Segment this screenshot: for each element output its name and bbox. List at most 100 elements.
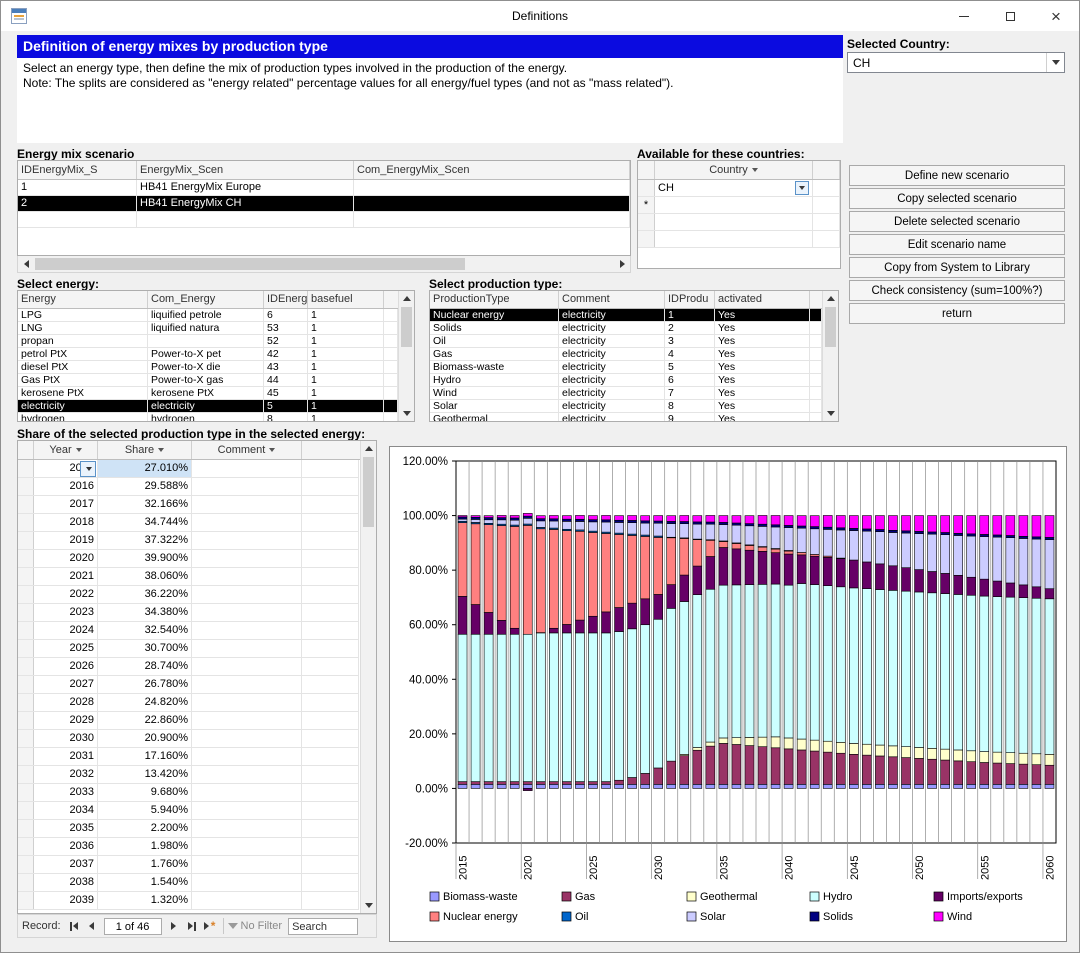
cell-comment[interactable] [354, 180, 630, 195]
search-input[interactable]: Search [288, 917, 359, 935]
check-consistency-button[interactable]: Check consistency (sum=100%?) [849, 280, 1065, 301]
share-row[interactable]: 2027 26.780% [18, 676, 359, 694]
cell-comment[interactable] [192, 694, 302, 711]
cell-comment[interactable] [192, 478, 302, 495]
row-selector[interactable] [18, 478, 34, 495]
share-row[interactable]: 2021 38.060% [18, 568, 359, 586]
cell-share[interactable]: 28.740% [98, 658, 192, 675]
sort-filter-icon[interactable] [158, 448, 165, 452]
scroll-up-icon[interactable] [361, 441, 376, 456]
cell-year[interactable]: 2033 [34, 784, 98, 801]
cell-year[interactable]: 2022 [34, 586, 98, 603]
share-row[interactable]: 2017 32.166% [18, 496, 359, 514]
column-header-com-energy[interactable]: Com_Energy [148, 291, 264, 308]
cell-year[interactable]: 2035 [34, 820, 98, 837]
column-header-basefuel[interactable]: basefuel [308, 291, 384, 308]
production-row[interactable]: Oil electricity 3 Yes [430, 335, 822, 348]
cell-id[interactable]: 2 [18, 196, 137, 211]
cell-share[interactable]: 39.900% [98, 550, 192, 567]
delete-selected-scenario-button[interactable]: Delete selected scenario [849, 211, 1065, 232]
cell-type[interactable]: Oil [430, 335, 559, 347]
cell-id[interactable]: 1 [18, 180, 137, 195]
row-selector[interactable] [18, 712, 34, 729]
cell-id[interactable]: 6 [264, 309, 308, 321]
cell-basefuel[interactable]: 1 [308, 309, 384, 321]
cell-year[interactable]: 2024 [34, 622, 98, 639]
share-row[interactable]: 2029 22.860% [18, 712, 359, 730]
row-selector[interactable] [18, 496, 34, 513]
row-selector[interactable] [18, 856, 34, 873]
cell-share[interactable]: 32.540% [98, 622, 192, 639]
production-row[interactable]: Gas electricity 4 Yes [430, 348, 822, 361]
energy-row[interactable]: Gas PtX Power-to-X gas 44 1 [18, 374, 398, 387]
share-row[interactable]: 2037 1.760% [18, 856, 359, 874]
cell-share[interactable]: 1.760% [98, 856, 192, 873]
cell-energy[interactable]: electricity [18, 400, 148, 412]
cell-id[interactable]: 8 [264, 413, 308, 421]
row-selector[interactable] [18, 532, 34, 549]
row-selector[interactable] [18, 622, 34, 639]
new-record-button[interactable]: * [201, 917, 219, 935]
share-row[interactable]: 2022 36.220% [18, 586, 359, 604]
column-header-comment[interactable]: Comment [192, 441, 302, 459]
cell-activated[interactable]: Yes [715, 374, 810, 386]
cell-comment[interactable] [192, 892, 302, 909]
scroll-up-icon[interactable] [399, 291, 414, 306]
cell-share[interactable]: 30.700% [98, 640, 192, 657]
cell-energy[interactable]: Gas PtX [18, 374, 148, 386]
cell-comment[interactable]: electricity [559, 309, 665, 321]
cell-energy[interactable]: hydrogen [18, 413, 148, 421]
column-header-productiontype[interactable]: ProductionType [430, 291, 559, 308]
sort-filter-icon[interactable] [75, 448, 82, 452]
share-row[interactable]: 2032 13.420% [18, 766, 359, 784]
return-button[interactable]: return [849, 303, 1065, 324]
row-selector[interactable] [18, 460, 34, 477]
row-selector[interactable] [18, 838, 34, 855]
cell-type[interactable]: Wind [430, 387, 559, 399]
cell-comment[interactable] [192, 856, 302, 873]
share-row[interactable]: 2019 37.322% [18, 532, 359, 550]
cell-type[interactable]: Geothermal [430, 413, 559, 421]
cell-year[interactable]: 2037 [34, 856, 98, 873]
cell-year[interactable]: 2038 [34, 874, 98, 891]
scroll-down-icon[interactable] [823, 406, 838, 421]
cell-energy[interactable]: propan [18, 335, 148, 347]
cell-year[interactable]: 2032 [34, 766, 98, 783]
share-row[interactable]: 2034 5.940% [18, 802, 359, 820]
cell-comment[interactable] [192, 676, 302, 693]
cell-id[interactable]: 3 [665, 335, 715, 347]
cell-share[interactable]: 13.420% [98, 766, 192, 783]
country-row[interactable]: CH [638, 180, 840, 197]
cell-activated[interactable]: Yes [715, 348, 810, 360]
cell-type[interactable]: Solar [430, 400, 559, 412]
cell-id[interactable]: 9 [665, 413, 715, 421]
filter-status[interactable]: No Filter [227, 920, 282, 932]
cell-energy[interactable]: diesel PtX [18, 361, 148, 373]
cell-comment[interactable]: Power-to-X pet [148, 348, 264, 360]
row-selector[interactable] [18, 748, 34, 765]
chevron-down-icon[interactable] [795, 181, 809, 195]
row-selector[interactable] [18, 892, 34, 909]
cell-share[interactable]: 2.200% [98, 820, 192, 837]
cell-comment[interactable] [192, 604, 302, 621]
share-row[interactable]: 2025 30.700% [18, 640, 359, 658]
row-selector[interactable] [18, 640, 34, 657]
cell-comment[interactable]: hydrogen [148, 413, 264, 421]
cell-energy[interactable]: petrol PtX [18, 348, 148, 360]
cell-comment[interactable] [192, 532, 302, 549]
cell-comment[interactable] [192, 730, 302, 747]
cell-year[interactable]: 2016 [34, 478, 98, 495]
cell-basefuel[interactable]: 1 [308, 413, 384, 421]
cell-type[interactable]: Gas [430, 348, 559, 360]
cell-comment[interactable] [192, 586, 302, 603]
row-selector[interactable] [18, 784, 34, 801]
column-header-activated[interactable]: activated [715, 291, 810, 308]
row-selector[interactable] [18, 604, 34, 621]
cell-comment[interactable]: liquified petrole [148, 309, 264, 321]
cell-share[interactable]: 34.380% [98, 604, 192, 621]
cell-comment[interactable] [192, 514, 302, 531]
cell-type[interactable]: Nuclear energy [430, 309, 559, 321]
energy-row[interactable]: hydrogen hydrogen 8 1 [18, 413, 398, 421]
share-vertical-scrollbar[interactable] [360, 441, 376, 913]
scenario-horizontal-scrollbar[interactable] [17, 256, 631, 273]
